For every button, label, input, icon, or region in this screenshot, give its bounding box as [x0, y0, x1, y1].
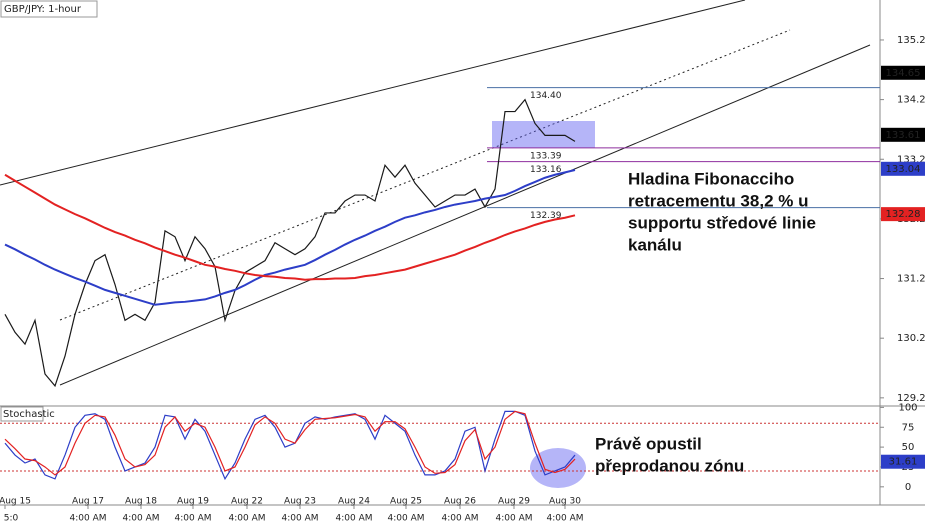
price-tag-label: 134.65 [886, 68, 921, 79]
x-tick-label: 4:00 AM [388, 514, 425, 524]
y-tick-label: 129.20 [897, 393, 925, 404]
x-tick-label: Aug 30 [549, 497, 581, 507]
x-tick-label: 4:00 AM [282, 514, 319, 524]
x-tick-label: Aug 17 [72, 497, 104, 507]
y-tick-label: 130.20 [897, 333, 925, 344]
x-tick-label: Aug 19 [177, 497, 209, 507]
x-tick-label: Aug 29 [498, 497, 530, 507]
panel-title-box [0, 406, 44, 422]
x-tick-label: Aug 18 [125, 497, 157, 507]
x-tick-label: 5:0 [4, 514, 19, 524]
x-tick-label: Aug 24 [338, 497, 370, 507]
x-tick-label: 4:00 AM [547, 514, 584, 524]
series-line [4, 169, 576, 306]
x-tick-label: 4:00 AM [175, 514, 212, 524]
y-tick-label: 133.20 [897, 154, 925, 165]
channel-middle [59, 29, 791, 321]
series-line [4, 173, 576, 281]
stoch-tag [881, 454, 925, 469]
x-tick-label: Aug 25 [390, 497, 422, 507]
price-tag-label: 132.28 [886, 209, 921, 220]
y-tick-label: 50 [902, 442, 915, 453]
x-tick-label: 4:00 AM [496, 514, 533, 524]
x-tick-label: 4:00 AM [70, 514, 107, 524]
x-tick-label: Aug 23 [284, 497, 316, 507]
price-tag [881, 127, 925, 142]
y-tick-label: 134.20 [897, 95, 925, 106]
annotation: supportu středové linie [628, 213, 816, 232]
channel-upper [0, 0, 746, 186]
y-tick-label: 135.20 [897, 35, 925, 46]
annotation: přeprodanou zónu [595, 456, 744, 475]
annotation: kanálu [628, 235, 682, 254]
panel-title: Stochastic [3, 409, 55, 420]
annotation: retracementu 38,2 % u [628, 191, 808, 210]
price-tag-label: 133.61 [886, 130, 921, 141]
oversold-highlight [530, 448, 586, 488]
price-tag [881, 207, 925, 222]
level-label: 132.39 [530, 211, 562, 221]
channel-lower [59, 44, 871, 386]
series-line [4, 410, 576, 476]
level-label: 134.40 [530, 91, 562, 101]
x-tick-label: Aug 26 [444, 497, 476, 507]
x-tick-label: Aug 22 [231, 497, 263, 507]
level-label: 133.16 [530, 165, 562, 175]
y-tick-label: 131.20 [897, 274, 925, 285]
x-tick-label: 4:00 AM [229, 514, 266, 524]
y-tick-label: 100 [898, 402, 917, 413]
annotation: Právě opustil [595, 434, 702, 453]
annotation: Hladina Fibonacciho [628, 169, 794, 188]
series-line [4, 98, 576, 388]
y-tick-label: 75 [902, 422, 915, 433]
x-tick-label: 4:00 AM [442, 514, 479, 524]
price-tag [881, 161, 925, 176]
title-box [0, 0, 98, 18]
y-tick-label: 0 [905, 482, 911, 493]
price-tag-label: 133.04 [886, 164, 921, 175]
x-tick-label: 4:00 AM [123, 514, 160, 524]
chart-title: GBP/JPY: 1-hour [4, 4, 82, 15]
x-tick-label: 4:00 AM [336, 514, 373, 524]
x-tick-label: Aug 15 [0, 497, 31, 507]
stoch-tag-label: 31.61 [889, 457, 918, 468]
price-tag [881, 65, 925, 80]
level-label: 133.39 [530, 151, 562, 161]
